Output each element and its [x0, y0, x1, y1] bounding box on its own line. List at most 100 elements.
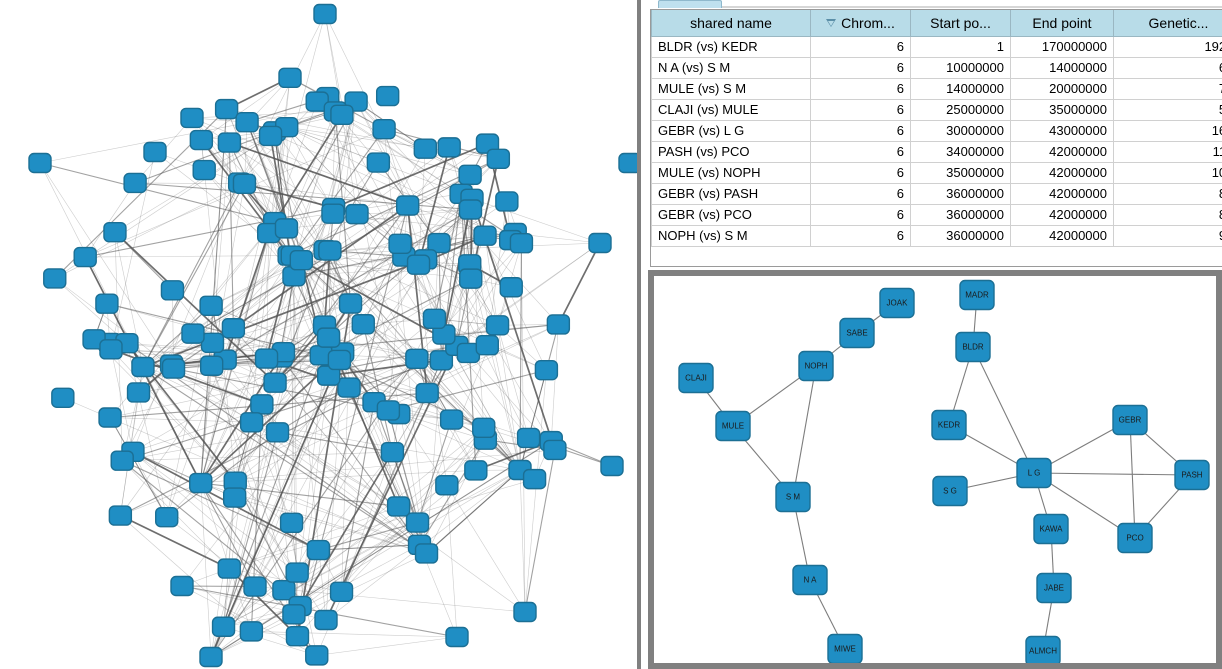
network-node[interactable] — [170, 575, 194, 597]
network-node[interactable] — [327, 349, 352, 371]
cell-chromosome[interactable]: 6 — [810, 119, 911, 142]
network-node[interactable]: GEBR — [1112, 404, 1148, 436]
cell-chromosome[interactable]: 6 — [810, 140, 911, 163]
cell-genetic[interactable]: 5.9 — [1113, 98, 1222, 121]
network-node[interactable] — [459, 268, 483, 289]
cell-genetic[interactable]: 10.5 — [1113, 161, 1222, 184]
table-body[interactable]: BLDR (vs) KEDR61170000000192.0N A (vs) S… — [651, 35, 1222, 247]
network-node[interactable] — [372, 118, 396, 140]
network-node[interactable] — [427, 232, 451, 254]
network-node[interactable] — [243, 576, 267, 597]
network-node[interactable] — [217, 132, 242, 153]
cell-end_point[interactable]: 170000000 — [1010, 35, 1114, 58]
cell-end_point[interactable]: 42000000 — [1010, 203, 1114, 226]
network-node[interactable] — [143, 141, 167, 163]
network-node[interactable]: MADR — [959, 279, 995, 311]
network-node[interactable] — [313, 3, 337, 25]
network-node[interactable] — [386, 496, 411, 517]
network-node[interactable] — [43, 268, 67, 289]
cell-start_point[interactable]: 30000000 — [910, 119, 1011, 142]
network-node[interactable] — [499, 277, 523, 298]
network-node[interactable] — [274, 218, 299, 239]
network-node[interactable]: PASH — [1174, 459, 1210, 491]
cell-chromosome[interactable]: 6 — [810, 77, 911, 100]
cell-shared_name[interactable]: BLDR (vs) KEDR — [651, 35, 811, 58]
network-node[interactable] — [516, 427, 541, 449]
network-node[interactable] — [513, 601, 537, 623]
cell-chromosome[interactable]: 6 — [810, 182, 911, 205]
network-node[interactable] — [239, 412, 264, 433]
tab-strip[interactable] — [650, 0, 1222, 9]
network-node[interactable] — [110, 450, 134, 471]
network-node[interactable] — [199, 355, 224, 376]
cell-genetic[interactable]: 8.4 — [1113, 203, 1222, 226]
network-node[interactable] — [160, 280, 185, 301]
network-node[interactable] — [472, 417, 496, 439]
column-header-start_point[interactable]: Start po... — [910, 10, 1011, 37]
cell-start_point[interactable]: 36000000 — [910, 182, 1011, 205]
network-node[interactable] — [73, 246, 97, 268]
network-node[interactable]: KEDR — [931, 409, 967, 441]
cell-chromosome[interactable]: 6 — [810, 203, 911, 226]
network-node[interactable] — [180, 107, 204, 129]
data-table-container[interactable]: shared name Chrom... Start po... End point G… — [650, 9, 1222, 267]
network-node[interactable]: NOPH — [798, 350, 834, 382]
network-node[interactable]: L G — [1016, 457, 1052, 489]
cell-chromosome[interactable]: 6 — [810, 56, 911, 79]
cell-start_point[interactable]: 36000000 — [910, 224, 1011, 247]
network-node[interactable] — [522, 468, 547, 490]
network-node[interactable]: JABE — [1036, 572, 1072, 604]
cell-end_point[interactable]: 20000000 — [1010, 77, 1114, 100]
network-node[interactable] — [131, 356, 155, 378]
network-node[interactable] — [329, 581, 354, 603]
cell-chromosome[interactable]: 6 — [810, 161, 911, 184]
network-node[interactable] — [405, 348, 429, 370]
network-node[interactable] — [376, 400, 401, 421]
table-row[interactable]: BLDR (vs) KEDR61170000000192.0 — [651, 35, 1222, 58]
network-node[interactable]: S G — [932, 475, 968, 507]
network-node[interactable] — [429, 350, 454, 371]
table-row[interactable]: N A (vs) S M610000000140000006.6 — [651, 56, 1222, 79]
network-node[interactable] — [321, 203, 345, 224]
network-node[interactable] — [232, 173, 257, 194]
network-node[interactable] — [189, 129, 214, 151]
network-node[interactable] — [422, 308, 447, 330]
table-row[interactable]: GEBR (vs) L G6300000004300000016.9 — [651, 119, 1222, 142]
network-node[interactable] — [330, 104, 354, 126]
network-node[interactable] — [405, 512, 430, 533]
network-node[interactable]: MULE — [715, 410, 751, 442]
cell-end_point[interactable]: 42000000 — [1010, 140, 1114, 163]
network-node[interactable] — [406, 254, 431, 275]
cell-genetic[interactable]: 6.6 — [1113, 56, 1222, 79]
network-node[interactable] — [338, 293, 363, 314]
network-node[interactable] — [395, 195, 420, 216]
cell-start_point[interactable]: 1 — [910, 35, 1011, 58]
network-node[interactable] — [473, 225, 497, 246]
network-node[interactable]: JOAK — [879, 287, 915, 319]
network-node[interactable] — [161, 358, 186, 379]
network-node[interactable] — [509, 232, 534, 254]
network-node[interactable] — [435, 475, 459, 496]
main-network-canvas[interactable] — [0, 0, 637, 669]
network-node[interactable] — [217, 558, 241, 579]
network-node[interactable]: PCO — [1117, 522, 1153, 554]
tab-active[interactable] — [658, 0, 722, 8]
table-row[interactable]: MULE (vs) NOPH6350000004200000010.5 — [651, 161, 1222, 184]
network-node[interactable] — [337, 377, 361, 398]
network-node[interactable] — [222, 487, 247, 508]
network-node[interactable] — [618, 152, 637, 174]
network-node[interactable]: CLAJI — [678, 362, 714, 394]
network-node[interactable]: N A — [792, 564, 828, 596]
network-node[interactable] — [366, 152, 391, 173]
network-node[interactable] — [414, 543, 439, 564]
network-node[interactable] — [221, 318, 246, 339]
network-node[interactable] — [254, 348, 279, 369]
data-table[interactable]: shared name Chrom... Start po... End point G… — [651, 10, 1222, 247]
network-node[interactable] — [235, 112, 259, 133]
network-node[interactable] — [439, 409, 464, 430]
cell-start_point[interactable]: 35000000 — [910, 161, 1011, 184]
network-node[interactable] — [263, 372, 287, 393]
network-node[interactable] — [546, 314, 571, 335]
cell-end_point[interactable]: 42000000 — [1010, 224, 1114, 247]
network-node[interactable] — [95, 293, 119, 314]
